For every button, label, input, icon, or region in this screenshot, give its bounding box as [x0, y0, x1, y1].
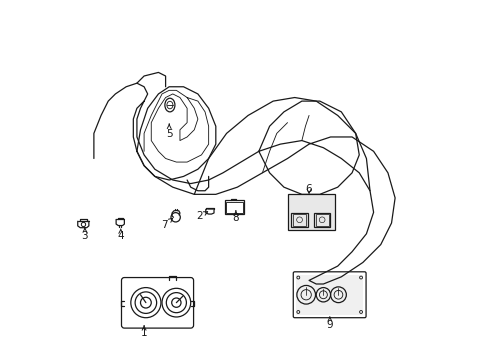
Text: 2: 2 — [196, 211, 203, 221]
Text: 6: 6 — [305, 184, 312, 194]
Bar — [291, 213, 307, 227]
Text: 7: 7 — [161, 220, 167, 230]
Bar — [296, 275, 363, 315]
Bar — [226, 202, 243, 213]
Text: 1: 1 — [141, 328, 147, 338]
Text: 3: 3 — [81, 231, 88, 240]
Bar — [287, 194, 334, 230]
Bar — [315, 214, 328, 226]
Text: 4: 4 — [117, 231, 124, 240]
Text: 8: 8 — [232, 213, 239, 222]
Text: 5: 5 — [165, 130, 172, 139]
Bar — [292, 214, 305, 226]
Text: 9: 9 — [326, 320, 332, 330]
Bar — [224, 201, 244, 214]
Bar — [313, 213, 329, 227]
